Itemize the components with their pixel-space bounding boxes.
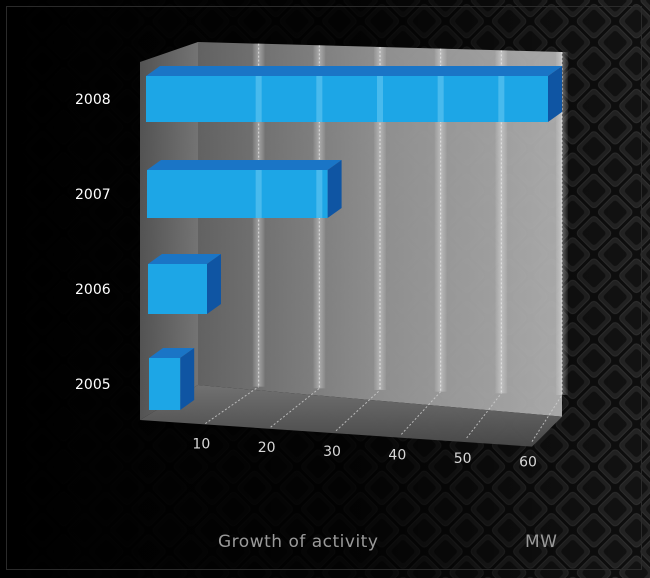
x-tick-label: 50 (454, 451, 472, 467)
floor-gridline-40 (400, 391, 442, 435)
bar-2005 (149, 348, 195, 410)
bar-top-2006 (148, 254, 221, 264)
grid-band-40 (434, 48, 447, 392)
bar-side-2005 (180, 348, 195, 410)
x-tick-label: 30 (323, 444, 341, 460)
bar-side-2008 (548, 66, 562, 122)
category-label-2007: 2007 (75, 187, 111, 203)
bar-highlight (316, 76, 323, 122)
bar-front-2006 (148, 264, 207, 314)
chart-frame (6, 6, 642, 570)
category-label-2006: 2006 (75, 282, 111, 298)
bar-highlight (255, 170, 262, 218)
category-label-2005: 2005 (75, 377, 111, 393)
bar-2006 (148, 254, 221, 314)
bar-highlight (377, 76, 383, 122)
x-tick-label: 60 (519, 455, 537, 471)
grid-band-50 (495, 50, 508, 394)
floor-gridline-10 (205, 386, 259, 425)
bar-2007 (147, 160, 342, 218)
bar-highlight (316, 170, 323, 218)
tick-labels: 10 20 30 40 50 60 (192, 437, 536, 471)
category-labels: 2005 2006 2007 2008 (75, 92, 111, 393)
floor-gridline-50 (466, 393, 502, 439)
bars-group (146, 66, 562, 410)
bar-side-2007 (327, 160, 342, 218)
bar-top-2007 (147, 160, 342, 170)
grid-band-30 (374, 47, 386, 390)
bar-top-2008 (146, 66, 562, 76)
floor (140, 385, 562, 447)
floor-gridline-60 (531, 394, 563, 442)
x-tick-label: 40 (388, 447, 406, 463)
bar-highlight (255, 76, 262, 122)
bar-front-2007 (147, 170, 328, 218)
category-label-2008: 2008 (75, 92, 111, 108)
bar-2008 (146, 66, 562, 122)
x-tick-label: 20 (258, 440, 276, 456)
bar-front-2008 (146, 76, 548, 122)
bar-top-2005 (149, 348, 195, 358)
x-axis-title: Growth of activity (218, 532, 379, 552)
left-wall (140, 42, 198, 420)
grid-band-60 (556, 52, 568, 395)
bar-highlight (437, 76, 444, 122)
bar-side-2006 (207, 254, 221, 314)
x-tick-label: 10 (192, 437, 210, 453)
bar-highlight (498, 76, 505, 122)
bar-front-2005 (149, 358, 181, 410)
unit-label: MW (525, 532, 558, 552)
